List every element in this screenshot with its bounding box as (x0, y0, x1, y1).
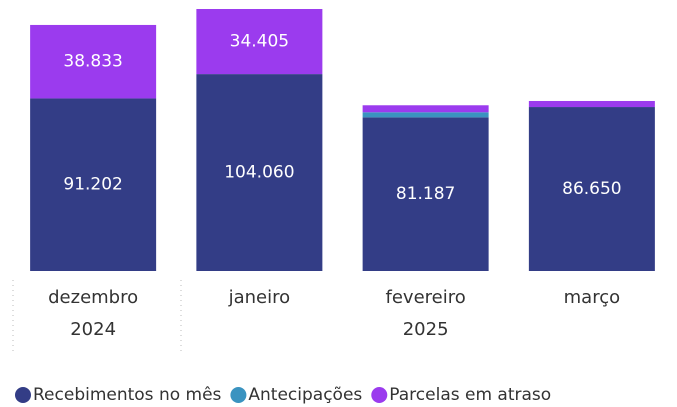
bar-segment (196, 9, 323, 75)
legend-label: Antecipações (248, 385, 362, 405)
bar-segment (362, 105, 489, 113)
x-tick-label: dezembro (48, 287, 138, 308)
legend-label: Parcelas em atraso (389, 385, 551, 405)
bar-segment (196, 74, 323, 271)
bar-segment (362, 112, 489, 118)
bar-segment (30, 98, 157, 271)
legend-label: Recebimentos no mês (33, 385, 222, 405)
data-label: 34.405 (230, 32, 289, 52)
legend-marker (15, 387, 31, 403)
x-group-label: 2024 (70, 319, 116, 340)
bar-segment (30, 24, 157, 99)
data-label: 91.202 (63, 175, 122, 195)
legend-marker (371, 387, 388, 403)
bar-segment (528, 100, 655, 108)
legend-marker (230, 387, 247, 403)
x-tick-label: fevereiro (386, 287, 466, 308)
x-tick-label: março (564, 287, 620, 308)
x-tick-label: janeiro (228, 287, 291, 308)
data-label: 81.187 (396, 184, 455, 204)
data-label: 38.833 (63, 52, 122, 72)
bar-segment (362, 117, 489, 271)
data-label: 86.650 (562, 179, 621, 199)
x-group-label: 2025 (403, 319, 449, 340)
data-label: 104.060 (224, 163, 294, 183)
bar-segment (528, 107, 655, 271)
